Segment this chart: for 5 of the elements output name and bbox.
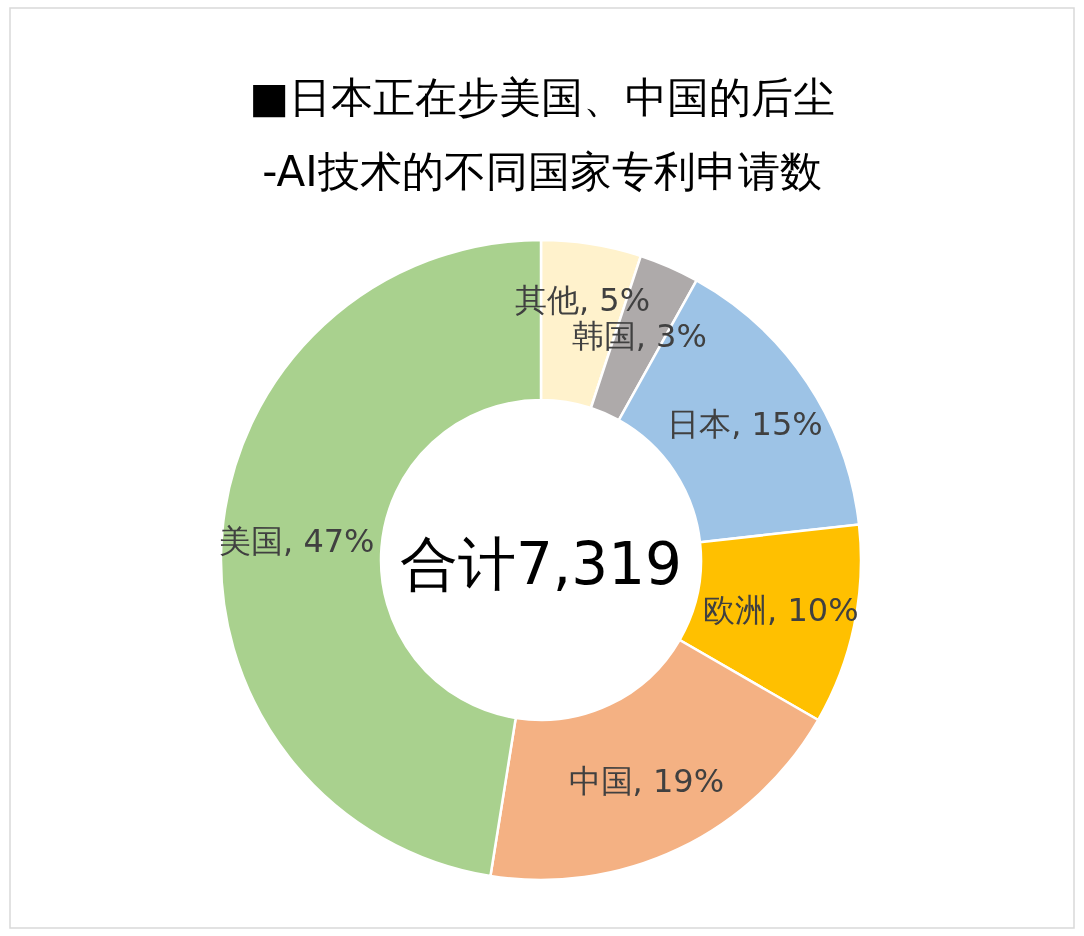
- slice-label: 中国, 19%: [568, 762, 725, 801]
- chart-subtitle: -AI技术的不同国家专利申请数: [262, 147, 822, 196]
- text: 合计7,319: [399, 530, 683, 598]
- chart-title: ■日本正在步美国、中国的后尘: [249, 73, 835, 122]
- slice-label: 日本, 15%: [667, 405, 823, 444]
